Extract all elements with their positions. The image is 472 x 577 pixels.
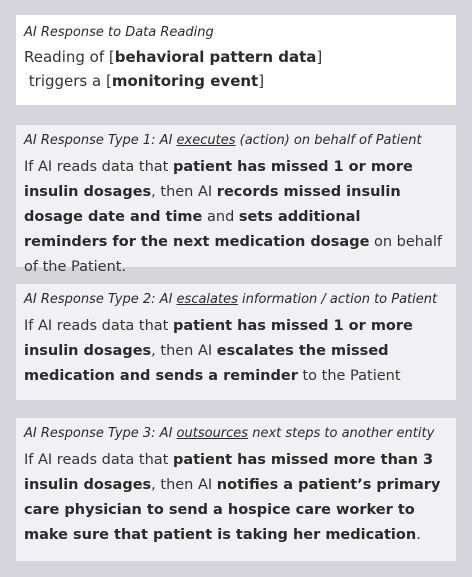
card-body: If AI reads data that patient has missed…: [24, 155, 448, 280]
card-body: If AI reads data that patient has missed…: [24, 448, 448, 548]
bold-text: escalates the missed medication and send…: [24, 343, 389, 384]
bold-text: patient has missed 1 or more insulin dos…: [24, 318, 413, 359]
heading-text: information / action to Patient: [237, 292, 438, 307]
bold-text: behavioral pattern data: [114, 48, 317, 66]
text: and: [202, 209, 239, 225]
text: .: [416, 527, 421, 543]
card-body: If AI reads data that patient has missed…: [24, 314, 448, 389]
text: , then AI: [151, 184, 217, 200]
heading-underlined: outsources: [176, 426, 249, 441]
text: to the Patient: [297, 368, 401, 384]
bold-text: records missed insulin dosage date and t…: [24, 184, 401, 225]
heading-text: AI Response to Data Reading: [24, 25, 214, 40]
text: If AI reads data that: [24, 318, 173, 334]
line-triggers: triggers a [monitoring event]: [24, 69, 448, 93]
text: ]: [258, 72, 265, 90]
card-heading: AI Response Type 1: AI executes (action)…: [24, 133, 448, 149]
card-response-type-1: AI Response Type 1: AI executes (action)…: [16, 125, 456, 275]
text: , then AI: [151, 343, 217, 359]
card-heading: AI Response Type 2: AI escalates informa…: [24, 292, 448, 308]
text: on behalf of the Patient.: [24, 234, 443, 275]
card-data-reading: AI Response to Data Reading Reading of […: [16, 15, 456, 105]
heading-underlined: escalates: [176, 292, 238, 307]
heading-text: next steps to another entity: [248, 426, 435, 441]
card-body: Reading of [behavioral pattern data] tri…: [24, 45, 448, 93]
text: , then AI: [151, 477, 217, 493]
card-response-type-3: AI Response Type 3: AI outsources next s…: [16, 418, 456, 561]
text: triggers a [: [24, 72, 112, 90]
card-heading: AI Response to Data Reading: [24, 25, 448, 41]
text: If AI reads data that: [24, 159, 173, 175]
heading-text: AI Response Type 3: AI: [24, 426, 177, 441]
bold-text: patient has missed 1 or more insulin dos…: [24, 159, 413, 200]
line-reading: Reading of [behavioral pattern data]: [24, 45, 448, 69]
card-heading: AI Response Type 3: AI outsources next s…: [24, 426, 448, 442]
bold-text: patient has missed more than 3 insulin d…: [24, 452, 434, 493]
text: If AI reads data that: [24, 452, 173, 468]
card-response-type-2: AI Response Type 2: AI escalates informa…: [16, 284, 456, 400]
text: ]: [316, 48, 323, 66]
bold-text: sets additional reminders for the next m…: [24, 209, 370, 250]
heading-text: AI Response Type 2: AI: [24, 292, 177, 307]
heading-underlined: executes: [176, 133, 236, 148]
bold-text: notifies a patient’s primary care physic…: [24, 477, 441, 543]
text: Reading of [: [24, 48, 115, 66]
heading-text: (action) on behalf of Patient: [235, 133, 422, 148]
bold-text: monitoring event: [111, 72, 259, 90]
heading-text: AI Response Type 1: AI: [24, 133, 177, 148]
